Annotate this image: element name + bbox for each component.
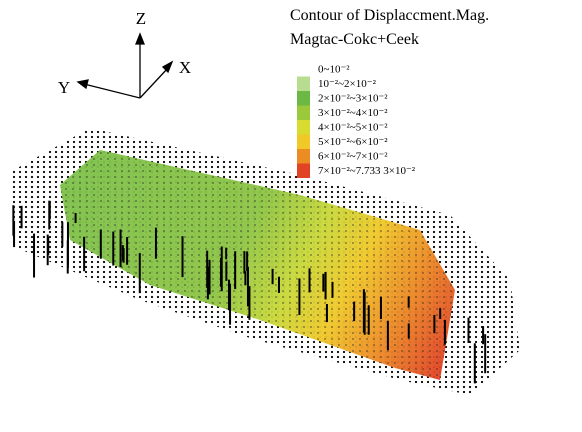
x-label: X [179, 58, 191, 77]
z-arrow [135, 32, 145, 45]
legend: 0~10⁻² 10⁻²~2×10⁻² 2×10⁻²~3×10⁻² 3×10⁻²~4×1… [297, 62, 416, 178]
legend-label: 7×10⁻²~7.733 3×10⁻² [318, 165, 416, 177]
mesh-lines [12, 200, 487, 384]
legend-swatch [297, 120, 310, 135]
legend-swatch [297, 76, 310, 91]
legend-swatch [297, 163, 310, 178]
y-label: Y [58, 78, 70, 97]
x-arrow [161, 60, 174, 74]
legend-swatch [297, 62, 310, 77]
legend-swatch [297, 91, 310, 106]
legend-label: 10⁻²~2×10⁻² [318, 78, 377, 90]
z-label: Z [136, 9, 146, 28]
legend-label: 4×10⁻²~5×10⁻² [318, 122, 388, 134]
legend-label: 0~10⁻² [318, 64, 350, 76]
title-line: Contour of Displaccment.Mag. [290, 7, 489, 24]
legend-label: 3×10⁻²~4×10⁻² [318, 107, 388, 119]
x-axis [139, 67, 169, 99]
legend-label: 2×10⁻²~3×10⁻² [318, 93, 388, 105]
legend-label: 6×10⁻²~7×10⁻² [318, 151, 388, 163]
legend-swatch [297, 149, 310, 164]
legend-label: 5×10⁻²~6×10⁻² [318, 136, 388, 148]
legend-swatch [297, 105, 310, 120]
y-arrow [76, 79, 89, 90]
y-axis [83, 83, 141, 99]
axis-triad [76, 32, 174, 99]
title-line: Magtac-Cokc+Ceek [290, 31, 419, 48]
model-surface-dots [60, 150, 455, 380]
legend-swatch [297, 134, 310, 149]
